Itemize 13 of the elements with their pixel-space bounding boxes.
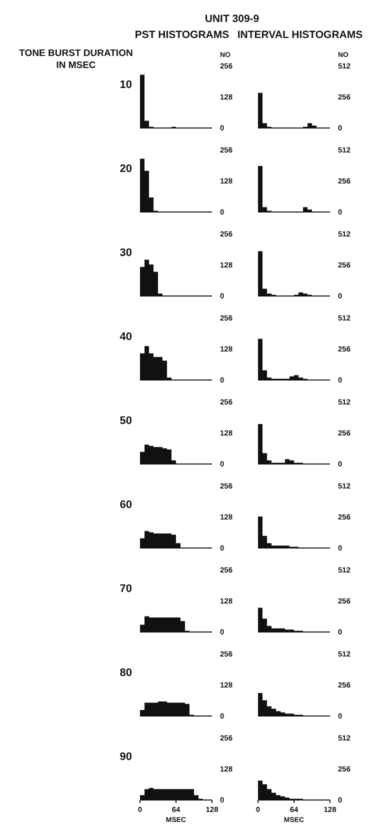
chart-title: PST HISTOGRAMS	[134, 29, 230, 41]
text: 40	[120, 331, 132, 343]
text: TONE BURST DURATION IN MSEC	[19, 48, 133, 71]
text: 50	[120, 415, 132, 427]
text: 90	[120, 751, 132, 763]
text: 60	[120, 499, 132, 511]
text: 10	[120, 79, 132, 91]
text: 30	[120, 247, 132, 259]
text: 70	[120, 583, 132, 595]
text: 20	[120, 163, 132, 175]
text: 80	[120, 667, 132, 679]
chart-title: INTERVAL HISTOGRAMS	[237, 29, 363, 41]
text: UNIT 309-9	[204, 13, 260, 25]
